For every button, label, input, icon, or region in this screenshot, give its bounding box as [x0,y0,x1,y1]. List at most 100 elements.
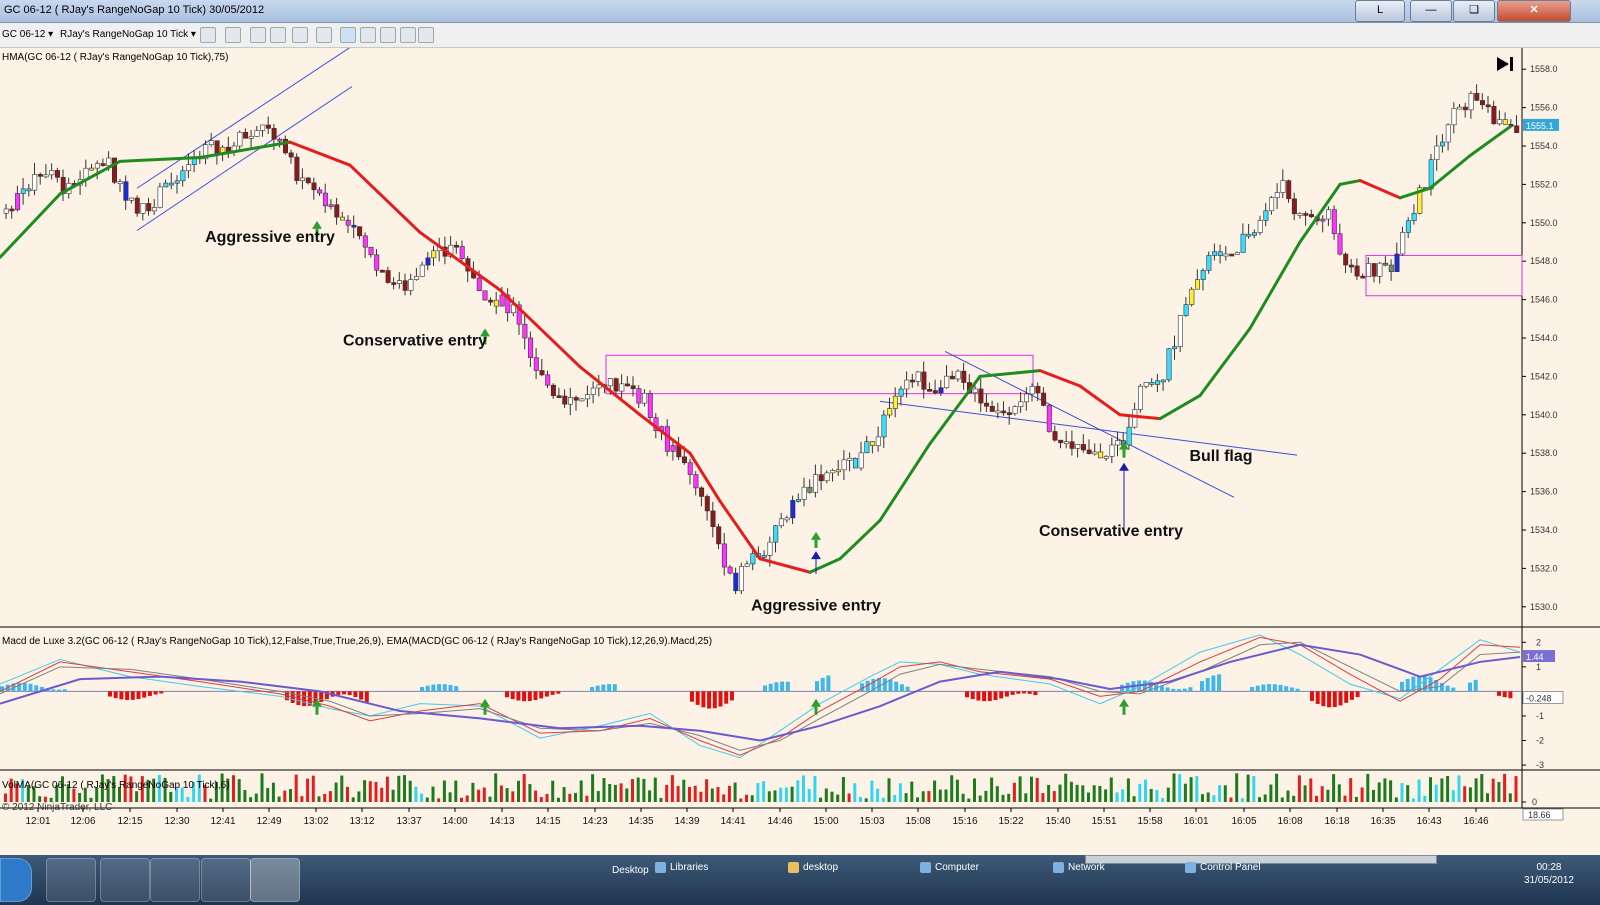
taskbar-app-ninjatrader[interactable] [250,858,300,902]
volume-bar [334,782,338,802]
macd-histogram-bar [1200,681,1204,692]
macd-histogram-bar [533,691,538,701]
volume-bar [699,791,703,802]
volume-bar [904,793,908,802]
zoom-icon[interactable] [316,27,332,43]
volume-bar [4,793,7,802]
taskbar-app-ie[interactable] [201,858,251,902]
macd-series-macd [0,634,1521,759]
macd-histogram-bar [302,691,307,707]
print-icon[interactable] [400,27,416,43]
chart-area[interactable]: 1530.0 1532.0 1534.0 1536.0 1538.0 1540.0 1542… [0,48,1600,853]
pointer-icon[interactable] [292,27,308,43]
volume-bar [135,791,139,802]
candle-body [1063,441,1069,445]
volume-bar [1337,784,1341,802]
volume-bar [72,788,76,802]
hma-line-segment [718,499,762,561]
macd-histogram-bar [420,686,424,692]
volume-bar [1001,794,1005,802]
candle-body [613,378,619,392]
start-button[interactable] [0,858,32,902]
candle-body [1092,451,1098,455]
candle-body [870,441,876,446]
taskbar-link-desktop[interactable]: desktop [788,862,838,873]
time-tick-label: 15:40 [1045,816,1070,827]
candle-body [875,436,881,446]
hma-line-segment [1298,182,1342,244]
volume-bar [397,775,401,802]
volume-bar [1451,790,1455,802]
close-icon[interactable]: ✕ [1497,0,1571,22]
macd-panel: 2 1 -1 -2 -3 1.44 -0.248 [0,634,1600,771]
price-tick-label: 1544.0 [1530,333,1558,343]
hma-line-segment [118,156,202,163]
candle-body [1462,106,1468,111]
taskbar-app-firefox[interactable] [150,858,200,902]
volume-bar [522,774,526,802]
taskbar-app-media[interactable] [46,858,96,902]
time-tick-label: 13:02 [303,816,328,827]
volume-bar [1429,777,1432,802]
macd-histogram-bar [820,677,825,692]
taskbar-app-explorer[interactable] [100,858,150,902]
macd-histogram-bar [1417,675,1422,692]
taskbar-link-computer[interactable]: Computer [920,862,979,873]
candle-body [134,197,140,214]
minimize-icon[interactable]: — [1410,0,1452,22]
data-box-icon[interactable] [360,27,376,43]
macd-histogram-bar [1016,691,1021,694]
volume-bar [1218,785,1222,802]
chart-trader-icon[interactable] [380,27,396,43]
instrument-selector[interactable]: GC 06-12 ▾ [2,29,54,40]
taskbar-link-network[interactable]: Network [1053,862,1105,873]
time-tick-label: 16:35 [1370,816,1395,827]
maximize-icon[interactable]: ❑ [1453,0,1495,22]
candle-body [630,385,636,389]
volume-bar [1235,773,1239,802]
bar-type-selector[interactable]: RJay's RangeNoGap 10 Tick ▾ [60,29,196,40]
window-linking-icon[interactable] [418,27,434,43]
volume-bar [420,793,424,802]
macd-histogram-bar [987,691,992,702]
candle-body [710,510,716,527]
volume-bar [676,786,680,802]
taskbar-link-desktop-toolbar[interactable]: Desktop [612,865,649,876]
volume-bar [1047,784,1051,802]
volume-bar [175,788,178,802]
volume-bar [1189,777,1193,802]
taskbar-link-libraries[interactable]: Libraries [655,862,708,873]
clock-date: 31/05/2012 [1523,875,1574,886]
layout-button[interactable]: L [1355,0,1405,22]
volume-bar [482,787,486,802]
taskbar-link-control-panel[interactable]: Control Panel [1185,862,1261,873]
macd-tick-label: 1 [1536,662,1541,672]
hma-line-segment [1038,369,1082,388]
candle-body [1497,119,1503,125]
taskbar-scrollbar[interactable] [1085,855,1437,864]
volume-bar [648,790,652,802]
macd-histogram-bar [307,691,312,706]
strategy-icon[interactable] [270,27,286,43]
volume-bar [323,793,327,802]
bar-style-icon[interactable] [200,27,216,43]
macd-histogram-bar [431,684,436,692]
candle-body [590,387,596,395]
time-tick-label: 14:23 [582,816,607,827]
volume-bar [431,786,435,802]
time-tick-label: 14:35 [628,816,653,827]
system-clock[interactable]: 00:28 31/05/2012 [1524,861,1574,887]
candle-body [596,384,602,389]
candle-body [1206,255,1212,271]
macd-histogram-bar [28,683,33,692]
properties-icon[interactable] [340,27,356,43]
volume-bar [1263,794,1267,802]
candle-body [1252,232,1258,236]
candle-body [1240,233,1246,253]
volume-bar [1343,795,1347,802]
candle-body [288,152,294,158]
candle-body [995,410,1001,414]
scroll-to-end-icon[interactable] [1497,57,1513,71]
add-indicator-icon[interactable] [250,27,266,43]
drawing-tool-icon[interactable] [225,27,241,43]
